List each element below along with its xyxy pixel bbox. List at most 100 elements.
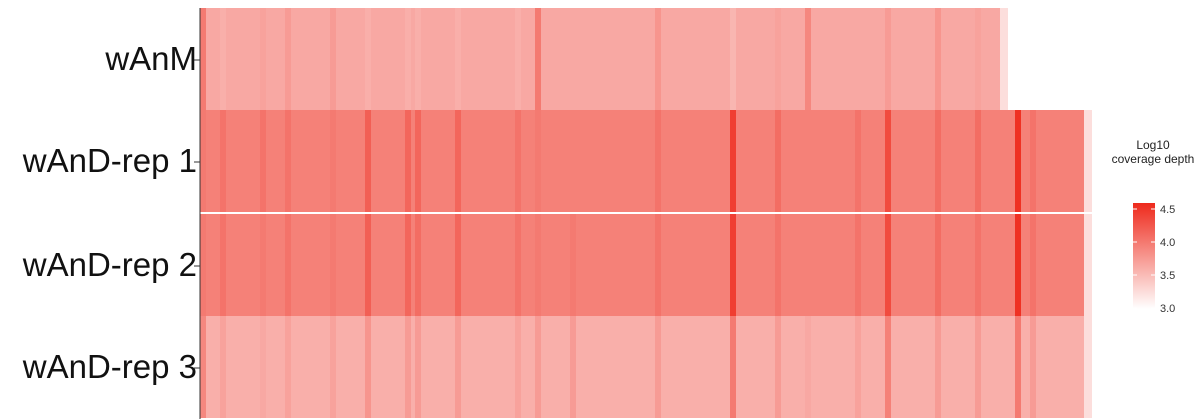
heatmap-cell (365, 110, 371, 212)
heatmap-cell (535, 214, 541, 316)
heatmap-cell (730, 8, 736, 110)
heatmap-cell (285, 214, 291, 316)
heatmap-cell (805, 316, 811, 418)
heatmap-cell (855, 214, 861, 316)
heatmap-row-end-cell (1084, 316, 1092, 418)
heatmap-cell (775, 214, 781, 316)
heatmap-cell (855, 316, 861, 418)
heatmap-cell (1030, 110, 1036, 212)
heatmap-cell (535, 8, 541, 110)
y-axis-ticks (194, 59, 200, 369)
heatmap-cell (260, 8, 266, 110)
heatmap-cell (330, 214, 336, 316)
heatmap-cell (975, 214, 981, 316)
heatmap-cell (200, 110, 206, 212)
heatmap-cell (570, 110, 576, 212)
heatmap-cell (655, 8, 661, 110)
heatmap-cell (935, 214, 941, 316)
legend-tick-label: 4.5 (1160, 204, 1175, 216)
heatmap-cell (220, 214, 226, 316)
heatmap-cell (405, 214, 411, 316)
heatmap-cell (730, 110, 736, 212)
heatmap-cell (260, 316, 266, 418)
row-label-wand-rep-1: wAnD-rep 1 (22, 142, 197, 179)
heatmap-cell (285, 8, 291, 110)
heatmap-cell (200, 8, 206, 110)
heatmap-cell (885, 110, 891, 212)
heatmap-cell (220, 316, 226, 418)
heatmap-cell (570, 8, 576, 110)
heatmap-cell (975, 8, 981, 110)
heatmap-cell (455, 316, 461, 418)
heatmap-cell (405, 8, 411, 110)
heatmap-cell (975, 316, 981, 418)
heatmap-cell (405, 316, 411, 418)
heatmap-cell (200, 214, 206, 316)
heatmap-cell (570, 316, 576, 418)
heatmap-cell (260, 214, 266, 316)
heatmap-cell (1015, 214, 1021, 316)
row-label-wand-rep-2: wAnD-rep 2 (22, 246, 197, 283)
heatmap-cell (365, 316, 371, 418)
heatmap-cell (655, 316, 661, 418)
heatmap-cell (515, 8, 521, 110)
heatmap-cell (655, 214, 661, 316)
heatmap-cell (455, 8, 461, 110)
heatmap-cell (330, 8, 336, 110)
row-label-wand-rep-3: wAnD-rep 3 (22, 348, 197, 385)
legend-tick-label: 3.5 (1160, 270, 1175, 282)
heatmap-cell (885, 316, 891, 418)
heatmap-cell (730, 316, 736, 418)
heatmap-cells (200, 8, 1092, 418)
heatmap-cell (935, 8, 941, 110)
row-label-wanm: wAnM (105, 40, 197, 77)
heatmap-cell (455, 110, 461, 212)
heatmap-row-end-cell (1000, 8, 1008, 110)
heatmap-cell (805, 214, 811, 316)
legend-colorbar (1133, 203, 1155, 309)
heatmap-cell (775, 8, 781, 110)
heatmap-cell (365, 214, 371, 316)
heatmap-cell (885, 8, 891, 110)
heatmap-cell (1015, 110, 1021, 212)
heatmap-cell (730, 214, 736, 316)
color-legend: 4.5 4.0 3.5 3.0 (1133, 203, 1175, 315)
heatmap-cell (415, 8, 421, 110)
heatmap-cell (1030, 316, 1036, 418)
heatmap-cell (285, 110, 291, 212)
heatmap-cell (200, 316, 206, 418)
heatmap-cell (515, 316, 521, 418)
heatmap-cell (535, 110, 541, 212)
heatmap-cell (330, 110, 336, 212)
heatmap-cell (515, 110, 521, 212)
heatmap-cell (535, 316, 541, 418)
heatmap-cell (515, 214, 521, 316)
legend-title: Log10 coverage depth (1098, 138, 1203, 166)
legend-tick-label: 4.0 (1160, 237, 1175, 249)
legend-tick-label: 3.0 (1160, 303, 1175, 315)
heatmap-cell (805, 8, 811, 110)
legend-title-line-1: Log10 (1136, 138, 1170, 152)
heatmap-cell (885, 214, 891, 316)
heatmap-cell (775, 110, 781, 212)
heatmap-cell (855, 8, 861, 110)
heatmap-cell (365, 8, 371, 110)
heatmap-cell (415, 316, 421, 418)
heatmap-cell (285, 316, 291, 418)
heatmap-row-1 (200, 8, 1000, 110)
heatmap-row-end-cell (1084, 214, 1092, 316)
heatmap-cell (220, 110, 226, 212)
heatmap-cell (570, 214, 576, 316)
heatmap-cell (455, 214, 461, 316)
heatmap-row-end-cell (1084, 110, 1092, 212)
heatmap-cell (415, 214, 421, 316)
heatmap-cell (775, 316, 781, 418)
legend-title-line-2: coverage depth (1111, 152, 1195, 166)
heatmap-cell (260, 110, 266, 212)
heatmap-cell (935, 110, 941, 212)
heatmap-cell (415, 110, 421, 212)
heatmap-cell (805, 110, 811, 212)
heatmap-cell (1030, 214, 1036, 316)
heatmap-cell (330, 316, 336, 418)
